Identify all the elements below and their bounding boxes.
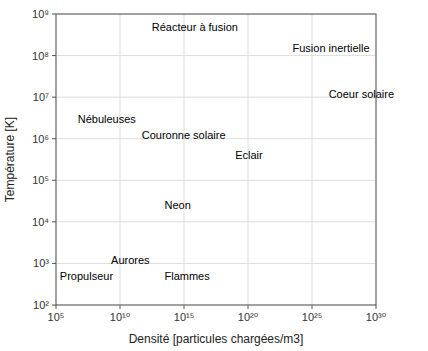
tick-label-x: 10⁵ bbox=[48, 311, 65, 323]
annotation: Coeur solaire bbox=[329, 88, 394, 100]
tick-x bbox=[248, 305, 249, 309]
annotation: Aurores bbox=[111, 254, 150, 266]
tick-x bbox=[376, 305, 377, 309]
plot-frame bbox=[56, 14, 376, 305]
tick-label-x: 10¹⁵ bbox=[174, 311, 194, 323]
annotation: Fusion inertielle bbox=[293, 42, 370, 54]
tick-y bbox=[52, 221, 56, 222]
tick-label-y: 10⁵ bbox=[32, 174, 49, 186]
tick-label-y: 10² bbox=[33, 299, 49, 311]
grid-line-y bbox=[56, 263, 376, 264]
tick-label-x: 10³⁰ bbox=[366, 311, 387, 323]
tick-label-y: 10⁹ bbox=[32, 8, 49, 20]
tick-y bbox=[52, 138, 56, 139]
annotation: Nébuleuses bbox=[78, 113, 137, 125]
tick-y bbox=[52, 263, 56, 264]
tick-y bbox=[52, 14, 56, 15]
tick-label-x: 10¹⁰ bbox=[110, 311, 131, 323]
grid-line-y bbox=[56, 221, 376, 222]
tick-label-x: 10²⁵ bbox=[302, 311, 322, 323]
tick-label-y: 10³ bbox=[33, 257, 49, 269]
annotation: Propulseur bbox=[60, 270, 114, 282]
grid-line-x bbox=[312, 14, 313, 305]
y-axis-label: Température [K] bbox=[3, 117, 17, 202]
tick-y bbox=[52, 55, 56, 56]
tick-x bbox=[184, 305, 185, 309]
annotations: Réacteur à fusion Fusion inertielle Coeur … bbox=[60, 21, 394, 282]
tick-label-y: 10⁸ bbox=[32, 50, 49, 62]
annotation: Neon bbox=[165, 199, 191, 211]
tick-y bbox=[52, 180, 56, 181]
grid-line-y bbox=[56, 55, 376, 56]
tick-label-y: 10⁴ bbox=[32, 216, 49, 228]
tick-y bbox=[52, 305, 56, 306]
grid-line-y bbox=[56, 180, 376, 181]
tick-label-y: 10⁷ bbox=[33, 91, 49, 103]
annotation: Eclair bbox=[235, 149, 263, 161]
annotation: Flammes bbox=[165, 270, 211, 282]
annotation: Réacteur à fusion bbox=[152, 21, 238, 33]
background bbox=[0, 0, 428, 351]
x-axis-label: Densité [particules chargées/m3] bbox=[129, 332, 304, 346]
tick-x bbox=[312, 305, 313, 309]
chart: 10⁵ 10¹⁰ 10¹⁵ 10²⁰ 10²⁵ 10³⁰ 10² 10³ 10⁴ 10⁵ 10⁶ 10… bbox=[0, 0, 428, 351]
tick-label-y: 10⁶ bbox=[32, 133, 49, 145]
axes: 10⁵ 10¹⁰ 10¹⁵ 10²⁰ 10²⁵ 10³⁰ 10² 10³ 10⁴ 10⁵ 10⁶ 10… bbox=[32, 8, 387, 323]
grid bbox=[56, 14, 376, 305]
tick-x bbox=[120, 305, 121, 309]
tick-label-x: 10²⁰ bbox=[238, 311, 259, 323]
tick-y bbox=[52, 97, 56, 98]
grid-line-x bbox=[184, 14, 185, 305]
tick-x bbox=[56, 305, 57, 309]
annotation: Couronne solaire bbox=[142, 129, 226, 141]
